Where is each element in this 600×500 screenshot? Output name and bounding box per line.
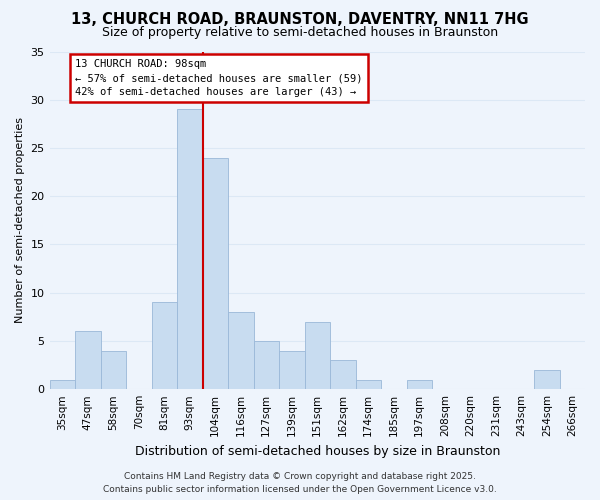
Bar bbox=[279, 350, 305, 389]
X-axis label: Distribution of semi-detached houses by size in Braunston: Distribution of semi-detached houses by … bbox=[134, 444, 500, 458]
Bar bbox=[152, 302, 177, 389]
Bar bbox=[101, 350, 126, 389]
Bar bbox=[203, 158, 228, 389]
Text: Contains HM Land Registry data © Crown copyright and database right 2025.
Contai: Contains HM Land Registry data © Crown c… bbox=[103, 472, 497, 494]
Bar bbox=[330, 360, 356, 389]
Bar bbox=[50, 380, 75, 389]
Text: 13, CHURCH ROAD, BRAUNSTON, DAVENTRY, NN11 7HG: 13, CHURCH ROAD, BRAUNSTON, DAVENTRY, NN… bbox=[71, 12, 529, 28]
Bar bbox=[254, 341, 279, 389]
Text: 13 CHURCH ROAD: 98sqm
← 57% of semi-detached houses are smaller (59)
42% of semi: 13 CHURCH ROAD: 98sqm ← 57% of semi-deta… bbox=[75, 59, 362, 97]
Bar bbox=[534, 370, 560, 389]
Bar bbox=[177, 110, 203, 389]
Y-axis label: Number of semi-detached properties: Number of semi-detached properties bbox=[15, 118, 25, 324]
Bar bbox=[228, 312, 254, 389]
Text: Size of property relative to semi-detached houses in Braunston: Size of property relative to semi-detach… bbox=[102, 26, 498, 39]
Bar bbox=[407, 380, 432, 389]
Bar bbox=[305, 322, 330, 389]
Bar bbox=[356, 380, 381, 389]
Bar bbox=[75, 332, 101, 389]
